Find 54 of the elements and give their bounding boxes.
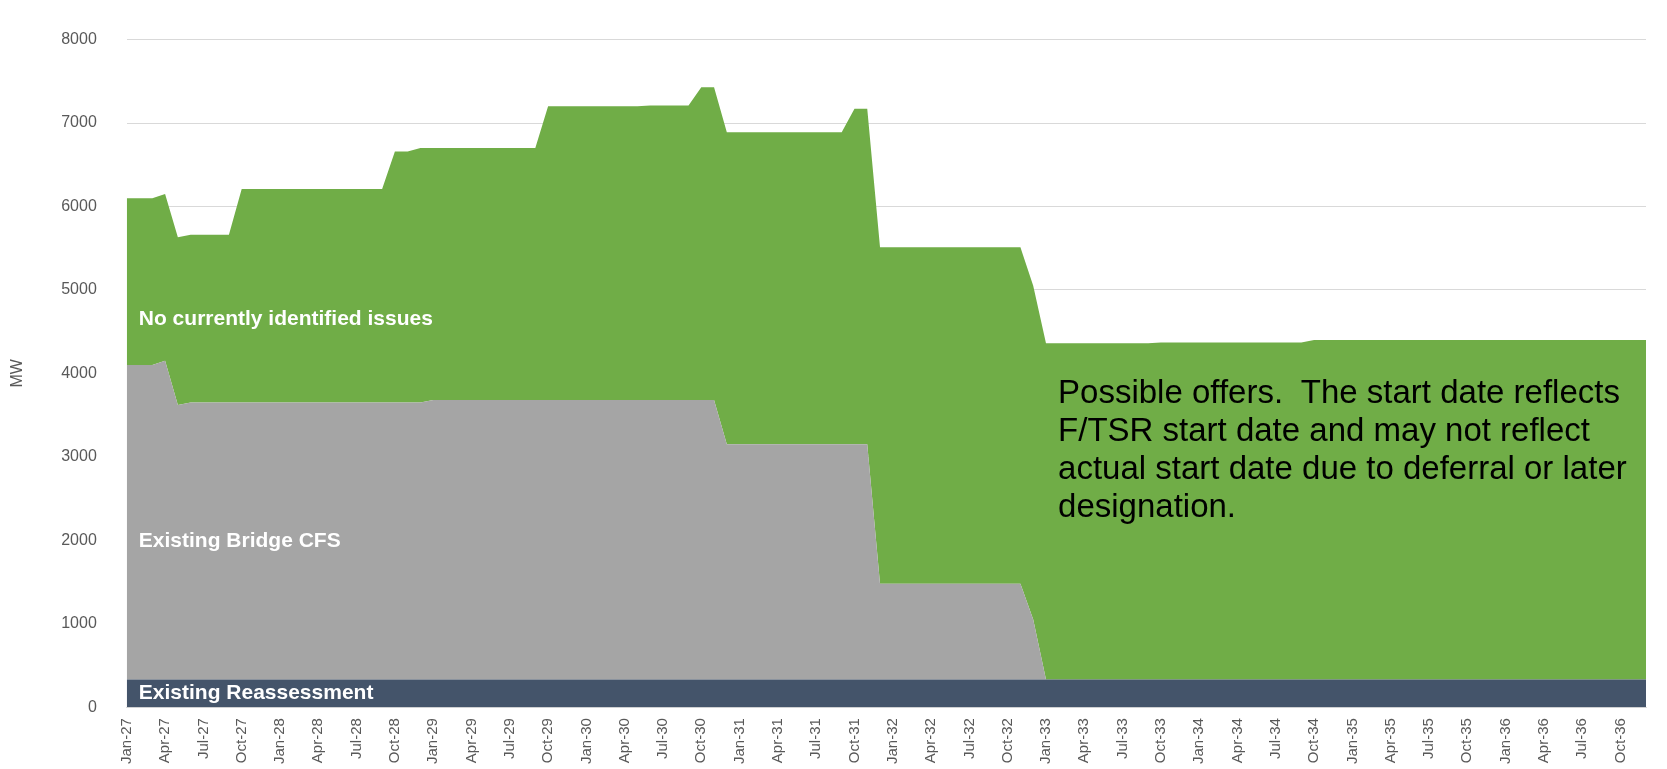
x-tick-label: Apr-33 (1074, 718, 1092, 764)
y-tick-label: 8000 (61, 30, 97, 48)
x-tick-label: Jul-31 (806, 718, 824, 759)
x-tick-label: Jul-35 (1419, 718, 1437, 759)
x-tick-label: Oct-27 (231, 718, 249, 764)
y-tick-label: 1000 (61, 614, 97, 632)
x-tick-label: Oct-34 (1304, 718, 1322, 764)
x-tick-label: Jul-33 (1112, 718, 1130, 759)
x-tick-label: Apr-28 (308, 718, 326, 764)
y-tick-label: 2000 (61, 530, 97, 548)
x-tick-label: Apr-29 (461, 718, 479, 764)
y-tick-label: 6000 (61, 196, 97, 214)
x-tick-label: Jul-36 (1572, 718, 1590, 759)
x-tick-label: Oct-33 (1151, 718, 1169, 764)
y-tick-label: 7000 (61, 113, 97, 131)
x-tick-label: Jul-27 (193, 718, 211, 759)
x-tick-label: Apr-30 (614, 718, 632, 764)
x-tick-label: Jan-29 (423, 718, 441, 765)
x-tick-label: Apr-31 (768, 718, 786, 764)
x-tick-label: Apr-34 (1227, 718, 1245, 764)
x-tick-label: Oct-32 (997, 718, 1015, 764)
x-tick-label: Jul-32 (959, 718, 977, 759)
x-tick-label: Jul-29 (499, 718, 517, 759)
series-label: No currently identified issues (138, 305, 433, 329)
x-tick-label: Jan-35 (1342, 718, 1360, 765)
x-tick-label: Oct-36 (1610, 718, 1628, 764)
x-tick-label: Jul-34 (1265, 718, 1283, 759)
y-tick-label: 3000 (61, 447, 97, 465)
x-tick-label: Jul-30 (653, 718, 671, 759)
series-label: Existing Bridge CFS (138, 527, 341, 551)
series-label: Existing Reassessment (138, 680, 374, 704)
annotation: Possible offers. The start date reflects F/TSR start date and may not reflect actual start date due to deferral or later designation. (1058, 372, 1627, 524)
x-tick-label: Jan-34 (1189, 718, 1207, 765)
x-tick-label: Jan-33 (1036, 718, 1054, 765)
y-tick-label: 0 (87, 697, 97, 715)
x-tick-label: Oct-28 (385, 718, 403, 764)
x-tick-label: Jan-27 (116, 718, 134, 765)
x-tick-label: Jan-36 (1495, 718, 1513, 765)
x-tick-label: Oct-29 (538, 718, 556, 764)
y-axis-title: MW (8, 358, 26, 388)
x-tick-label: Apr-36 (1534, 718, 1552, 764)
x-tick-label: Apr-27 (155, 718, 173, 764)
x-tick-label: Apr-35 (1380, 718, 1398, 764)
x-tick-label: Jan-32 (882, 718, 900, 765)
x-tick-label: Jul-28 (346, 718, 364, 759)
y-tick-label: 4000 (61, 363, 97, 381)
x-tick-label: Oct-35 (1457, 718, 1475, 764)
y-tick-label: 5000 (61, 280, 97, 298)
x-tick-label: Jan-31 (729, 718, 747, 765)
x-tick-label: Apr-32 (921, 718, 939, 764)
x-tick-label: Oct-30 (691, 718, 709, 764)
x-tick-label: Jan-30 (576, 718, 594, 765)
x-tick-label: Oct-31 (844, 718, 862, 764)
x-tick-label: Jan-28 (270, 718, 288, 765)
